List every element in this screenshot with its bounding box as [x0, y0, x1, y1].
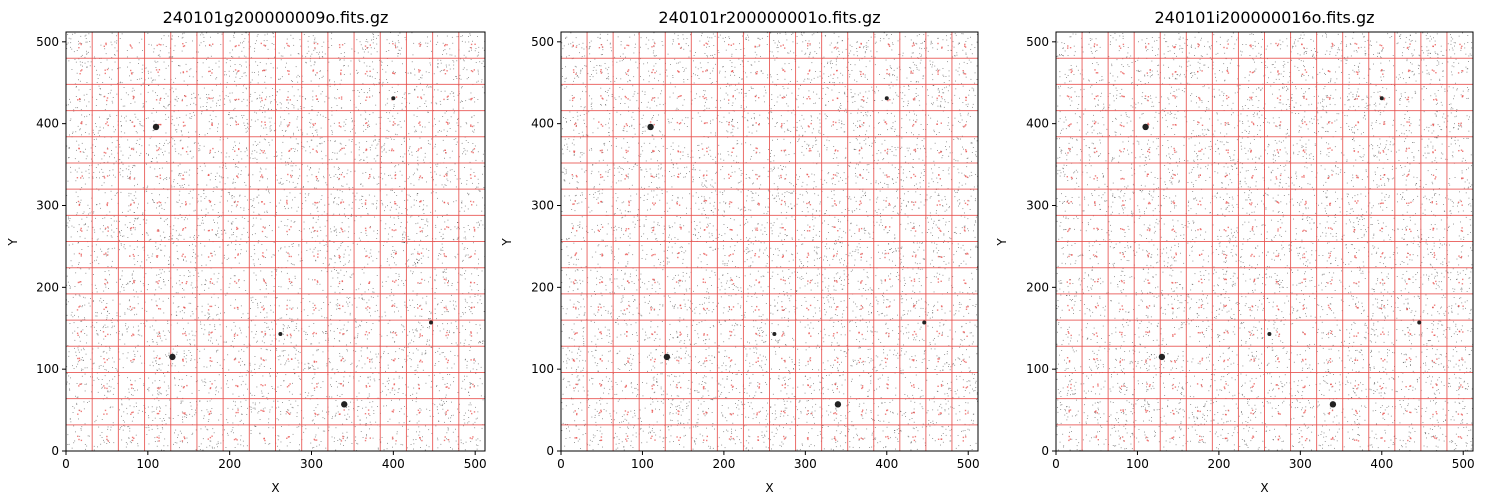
y-tick-label: 400	[36, 117, 59, 131]
star-point	[647, 123, 654, 131]
plot-area	[561, 32, 978, 451]
star-point	[1329, 401, 1337, 408]
subplot-panel-2: 240101r200000001o.fits.gz X Y 0 100 200 300…	[496, 0, 992, 504]
star-point	[1267, 331, 1272, 336]
y-tick-label: 500	[1026, 35, 1049, 49]
chart-title: 240101i200000016o.fits.gz	[1154, 8, 1374, 27]
subplot-panel-3: 240101i200000016o.fits.gz X Y 0 100 200 300…	[992, 0, 1488, 504]
star-point	[772, 331, 777, 336]
star-point	[1142, 123, 1149, 131]
x-tick-label: 400	[382, 457, 405, 471]
x-tick-label: 500	[1452, 457, 1475, 471]
y-axis-label: Y	[6, 238, 20, 247]
x-tick-label: 500	[464, 457, 487, 471]
x-tick-label: 200	[218, 457, 241, 471]
y-tick-label: 200	[1026, 280, 1049, 294]
x-tick-label: 300	[300, 457, 323, 471]
y-tick-label: 300	[36, 198, 59, 212]
x-tick-label: 100	[1126, 457, 1149, 471]
axes-frame	[65, 31, 486, 452]
star-point	[884, 96, 889, 101]
y-tick-label: 300	[1026, 198, 1049, 212]
x-tick-label: 500	[957, 457, 980, 471]
y-tick-label: 300	[531, 198, 554, 212]
y-tick-label: 200	[36, 280, 59, 294]
x-axis-label: X	[271, 481, 279, 495]
scatter-chart-3: 240101i200000016o.fits.gz X Y 0 100 200 300…	[995, 8, 1475, 495]
axes-frame	[560, 31, 979, 452]
star-point	[834, 401, 842, 408]
star-point	[169, 353, 176, 361]
y-axis-label: Y	[995, 238, 1009, 247]
x-tick-label: 400	[875, 457, 898, 471]
subplot-panel-1: 240101g200000009o.fits.gz X Y 0 100 200 300…	[0, 0, 496, 504]
star-point	[1417, 320, 1422, 325]
y-tick-label: 0	[546, 444, 554, 458]
plot-area	[66, 32, 485, 451]
y-tick-label: 100	[531, 362, 554, 376]
x-tick-label: 0	[557, 457, 565, 471]
x-axis-label: X	[1260, 481, 1268, 495]
cell-markers	[571, 42, 969, 442]
x-axis-label: X	[765, 481, 773, 495]
star-point	[1379, 96, 1384, 101]
x-tick-label: 400	[1370, 457, 1393, 471]
x-tick-label: 0	[1052, 457, 1060, 471]
y-tick-label: 0	[51, 444, 59, 458]
chart-title: 240101g200000009o.fits.gz	[163, 8, 389, 27]
star-point	[428, 320, 433, 325]
x-tick-label: 300	[1289, 457, 1312, 471]
x-tick-label: 300	[794, 457, 817, 471]
y-axis-label: Y	[500, 238, 514, 247]
star-point	[152, 123, 160, 131]
y-tick-label: 200	[531, 280, 554, 294]
cell-grid	[66, 32, 485, 451]
axes-frame	[1055, 31, 1474, 452]
star-point	[1158, 353, 1166, 361]
cell-markers	[1066, 42, 1464, 442]
x-tick-label: 200	[712, 457, 735, 471]
plot-area	[1056, 32, 1473, 451]
cell-grid	[561, 32, 978, 451]
x-tick-label: 100	[631, 457, 654, 471]
star-point	[922, 320, 927, 325]
y-tick-label: 100	[36, 362, 59, 376]
y-tick-label: 400	[1026, 117, 1049, 131]
star-point	[278, 331, 283, 336]
scatter-chart-1: 240101g200000009o.fits.gz X Y 0 100 200 300…	[6, 8, 487, 495]
star-point	[391, 96, 396, 101]
star-point	[341, 401, 348, 408]
x-tick-label: 200	[1207, 457, 1230, 471]
background-noise	[1056, 32, 1473, 451]
chart-title: 240101r200000001o.fits.gz	[658, 8, 880, 27]
y-tick-label: 500	[36, 35, 59, 49]
x-tick-label: 0	[62, 457, 70, 471]
y-tick-label: 500	[531, 35, 554, 49]
y-tick-label: 0	[1041, 444, 1049, 458]
y-tick-label: 400	[531, 117, 554, 131]
y-tick-label: 100	[1026, 362, 1049, 376]
cell-grid	[1056, 32, 1473, 451]
star-point	[663, 353, 671, 361]
cell-markers	[76, 42, 476, 442]
x-tick-label: 100	[136, 457, 159, 471]
scatter-chart-2: 240101r200000001o.fits.gz X Y 0 100 200 300…	[500, 8, 980, 495]
